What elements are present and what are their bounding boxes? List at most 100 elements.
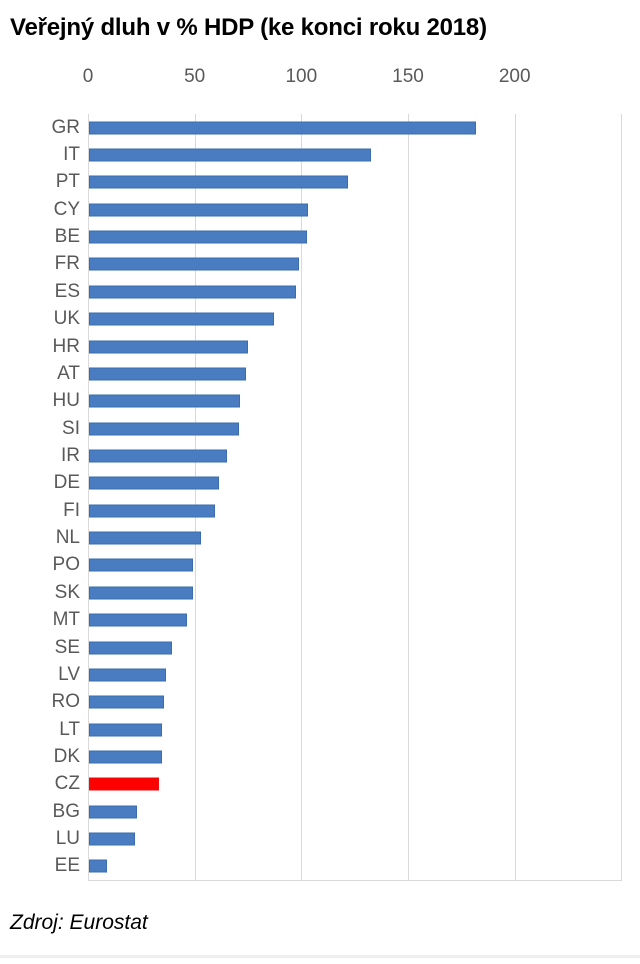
debt-bar xyxy=(89,859,107,873)
country-label: BE xyxy=(54,226,80,248)
bar-row: AT xyxy=(0,360,640,387)
x-axis-tick-label: 200 xyxy=(498,66,531,87)
bar-row: IR xyxy=(0,442,640,469)
gridline xyxy=(194,114,196,881)
bar-row: IT xyxy=(0,141,640,168)
bar-row: BE xyxy=(0,223,640,250)
debt-bar xyxy=(89,641,172,654)
country-label: AT xyxy=(57,363,80,385)
bar-row: LV xyxy=(0,661,640,688)
source-note: Zdroj: Eurostat xyxy=(10,911,148,934)
gridline xyxy=(408,114,409,881)
gridline xyxy=(301,114,303,881)
country-label: IR xyxy=(61,445,80,467)
debt-bar xyxy=(89,668,166,682)
bar-row: MT xyxy=(0,606,640,633)
country-label: FI xyxy=(63,499,80,521)
country-label: MT xyxy=(52,609,80,631)
bar-row: FR xyxy=(0,251,640,278)
country-label: PT xyxy=(55,171,80,193)
bar-row: EE xyxy=(0,853,640,880)
country-label: RO xyxy=(51,691,81,713)
country-label: DE xyxy=(53,472,80,494)
country-label: FR xyxy=(54,253,80,275)
debt-bar xyxy=(89,394,241,408)
bar-row: RO xyxy=(0,689,640,716)
bar-row: FI xyxy=(0,497,640,524)
x-axis-tick-label: 0 xyxy=(82,66,94,87)
debt-bar xyxy=(89,257,299,271)
debt-bar xyxy=(89,285,297,299)
debt-bar xyxy=(89,203,308,217)
country-label: EE xyxy=(54,855,80,877)
bar-row: GR xyxy=(0,114,640,141)
debt-bar-highlighted xyxy=(89,777,159,791)
debt-bar xyxy=(89,750,162,764)
debt-bar xyxy=(89,148,372,162)
country-label: PO xyxy=(52,554,80,576)
country-label: CZ xyxy=(54,773,80,795)
x-axis-tick-label: 50 xyxy=(184,66,206,87)
gridline xyxy=(88,114,89,881)
country-label: LT xyxy=(59,718,80,740)
bar-row: SE xyxy=(0,634,640,661)
bar-row: PT xyxy=(0,169,640,196)
bar-row: LT xyxy=(0,716,640,743)
bar-row: HU xyxy=(0,388,640,415)
bar-row: CY xyxy=(0,196,640,223)
x-axis-line xyxy=(88,880,623,882)
debt-bar xyxy=(89,504,215,518)
debt-bar xyxy=(89,558,194,572)
debt-bar xyxy=(89,175,349,189)
debt-bar xyxy=(89,613,188,627)
gridline xyxy=(514,114,516,881)
bar-row: HR xyxy=(0,333,640,360)
country-label: NL xyxy=(55,527,80,549)
bar-row: UK xyxy=(0,306,640,333)
bar-row: NL xyxy=(0,524,640,551)
bar-row: CZ xyxy=(0,771,640,798)
debt-bar xyxy=(89,805,138,819)
country-label: SI xyxy=(62,417,80,439)
bar-row: SK xyxy=(0,579,640,606)
bar-row: LU xyxy=(0,825,640,852)
country-label: SK xyxy=(54,581,80,603)
country-label: IT xyxy=(63,144,80,166)
bar-row: DK xyxy=(0,743,640,770)
bar-row: SI xyxy=(0,415,640,442)
country-label: GR xyxy=(51,116,81,138)
debt-bar xyxy=(89,230,307,244)
x-axis-tick-label: 100 xyxy=(285,66,318,87)
debt-bar xyxy=(89,723,162,737)
debt-bar xyxy=(89,422,239,436)
bar-row: BG xyxy=(0,798,640,825)
country-label: LU xyxy=(55,828,80,850)
debt-bar xyxy=(89,121,476,135)
debt-bar xyxy=(89,367,247,381)
country-label: BG xyxy=(52,800,80,822)
country-label: SE xyxy=(54,636,80,658)
debt-bar xyxy=(89,586,194,600)
debt-bar xyxy=(89,340,249,354)
debt-bar xyxy=(89,832,135,846)
country-label: HU xyxy=(52,390,80,412)
gridline xyxy=(621,114,623,881)
country-label: CY xyxy=(53,198,80,220)
x-axis-tick-label: 150 xyxy=(392,66,424,87)
country-label: DK xyxy=(53,746,80,768)
bar-row: ES xyxy=(0,278,640,305)
bottom-divider xyxy=(0,955,640,958)
debt-bar xyxy=(89,312,275,326)
debt-bar xyxy=(89,695,164,709)
country-label: UK xyxy=(53,308,80,330)
country-label: ES xyxy=(54,280,80,302)
debt-bar xyxy=(89,449,228,463)
debt-bar xyxy=(89,531,201,545)
country-label: LV xyxy=(58,663,80,685)
bar-row: DE xyxy=(0,470,640,497)
bar-row: PO xyxy=(0,552,640,579)
country-label: HR xyxy=(52,335,80,357)
debt-bar xyxy=(89,476,219,490)
chart-title: Veřejný dluh v % HDP (ke konci roku 2018… xyxy=(10,14,487,41)
